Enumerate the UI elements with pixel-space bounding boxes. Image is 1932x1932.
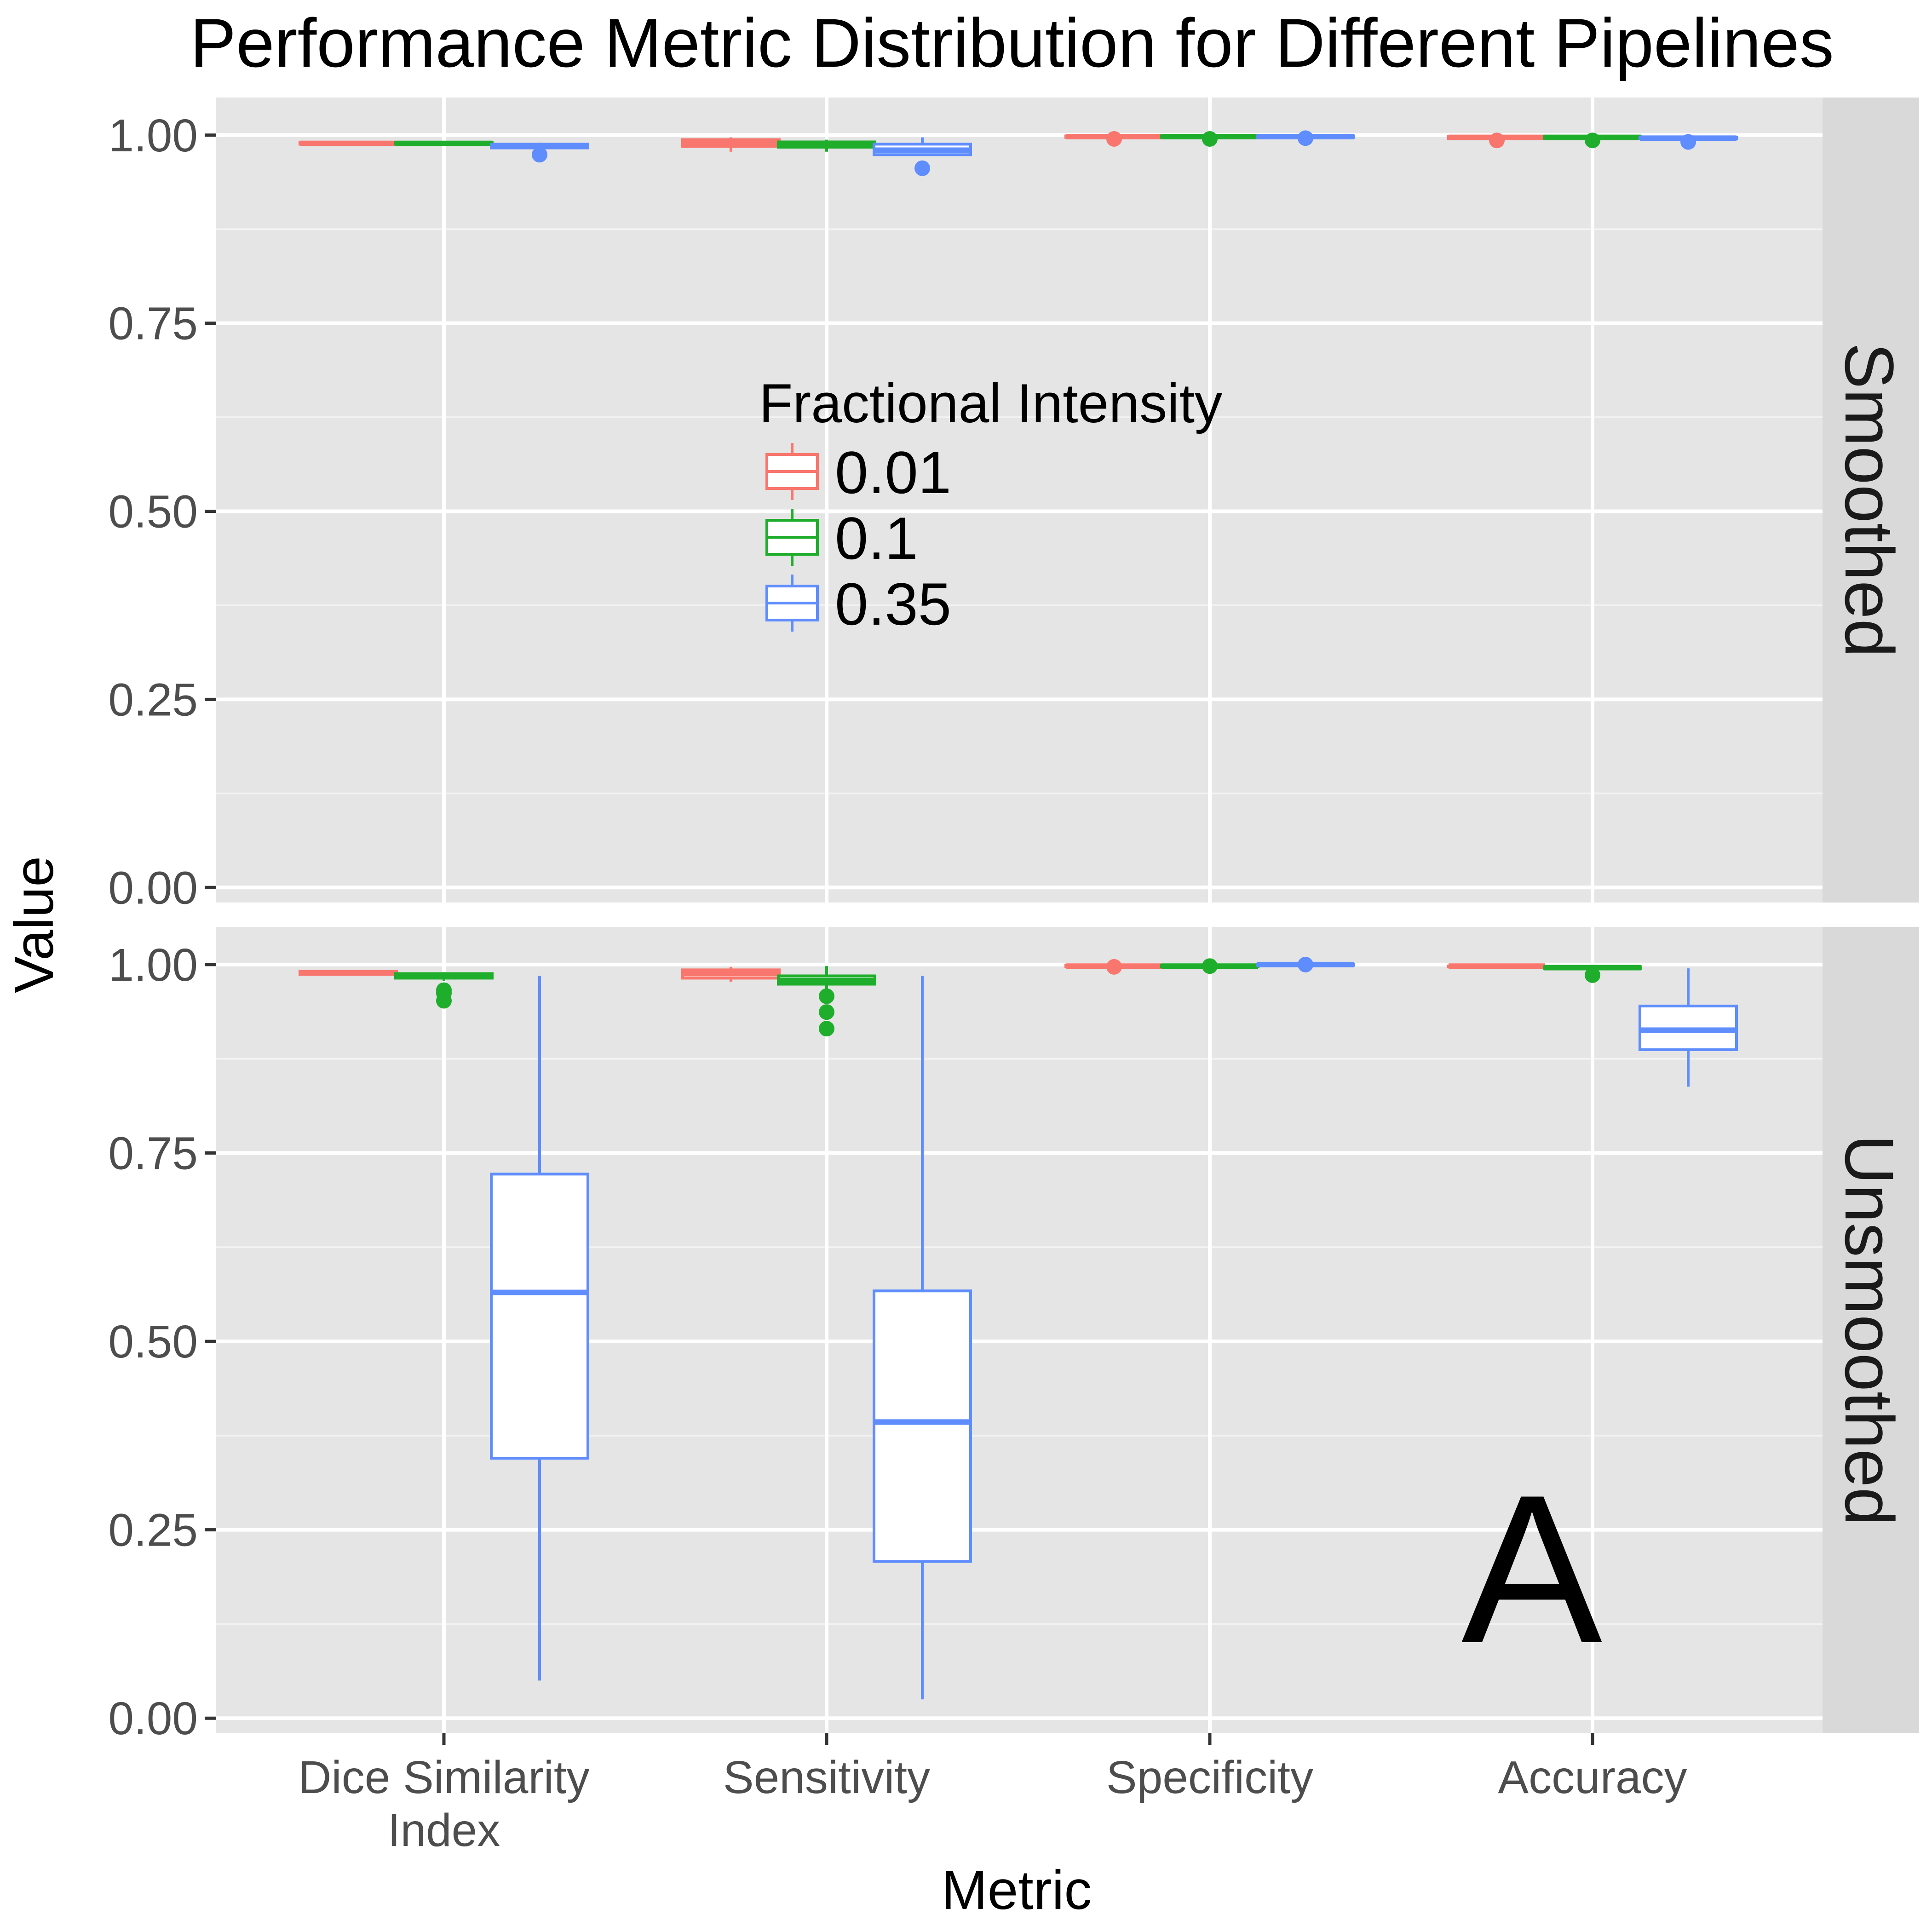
legend-entry-label: 0.35 [835, 570, 951, 638]
box-smoothed-0-0.35 [490, 143, 589, 163]
outlier-point [819, 988, 834, 1004]
box-unsmoothed-1-0.01 [681, 966, 781, 982]
y-tick-label: 0.00 [108, 1693, 198, 1744]
box-smoothed-2-0.35 [1256, 130, 1355, 146]
outlier-point [1106, 959, 1122, 975]
box-unsmoothed-0-0.35 [490, 976, 589, 1681]
box-unsmoothed-3-0.1 [1543, 965, 1642, 983]
outlier-point [1202, 958, 1218, 974]
panel-background [216, 927, 1823, 1733]
x-tick-label: Accuracy [1498, 1752, 1687, 1803]
outlier-point [819, 1021, 834, 1037]
panel-smoothed: 0.00 0.25 0.50 0.75 1.00 Smoothed [108, 98, 1919, 914]
box-smoothed-1-0.35 [873, 137, 972, 176]
chart-title: Performance Metric Distribution for Diff… [190, 4, 1834, 81]
box-unsmoothed-2-0.35 [1256, 956, 1355, 972]
box-iqr [490, 1173, 589, 1460]
outlier-point [436, 993, 452, 1009]
box-unsmoothed-3-0.35 [1639, 968, 1738, 1087]
x-tick-label: Dice Similarity [298, 1752, 589, 1803]
box-smoothed-3-0.35 [1639, 134, 1738, 150]
x-tick-label: Specificity [1106, 1752, 1313, 1803]
outlier-point [1489, 132, 1505, 149]
y-tick-label: 0.25 [108, 1505, 198, 1556]
outlier-point [1298, 956, 1313, 972]
box-unsmoothed-1-0.35 [873, 976, 972, 1700]
y-tick-label: 1.00 [108, 939, 198, 991]
y-axis-label: Value [3, 856, 65, 993]
legend-entry-0.01: 0.01 [765, 439, 951, 506]
outlier-point [914, 160, 930, 176]
y-tick-label: 0.75 [108, 298, 198, 350]
facet-strip [1823, 98, 1919, 903]
legend-title: Fractional Intensity [759, 373, 1222, 434]
facet-strip-label: Unsmoothed [1831, 1134, 1908, 1526]
y-tick-label: 0.50 [108, 486, 198, 538]
legend-entry-0.1: 0.1 [765, 505, 918, 572]
legend-entry-label: 0.1 [835, 505, 918, 572]
x-tick-label: Sensitivity [723, 1752, 930, 1803]
outlier-point [1585, 132, 1600, 149]
box-smoothed-1-0.1 [777, 139, 876, 152]
box-unsmoothed-0-0.01 [299, 970, 398, 976]
outlier-point [1106, 131, 1122, 147]
box-smoothed-0-0.01 [299, 140, 398, 146]
x-tick-label: Index [388, 1805, 500, 1856]
box-unsmoothed-3-0.01 [1447, 963, 1547, 969]
y-tick-label: 0.50 [108, 1316, 198, 1368]
y-tick-label: 1.00 [108, 110, 198, 161]
outlier-point [1585, 967, 1600, 983]
outlier-point [1202, 131, 1218, 147]
box-unsmoothed-1-0.1 [777, 966, 876, 1037]
legend-entry-label: 0.01 [835, 439, 951, 506]
outlier-point [532, 147, 547, 163]
legend-entry-0.35: 0.35 [765, 570, 951, 638]
outlier-point [1680, 134, 1696, 150]
panel-unsmoothed: 0.00 0.25 0.50 0.75 1.00 Unsmoothed [108, 927, 1919, 1744]
y-tick-label: 0.00 [108, 862, 198, 914]
panel-annotation: A [1461, 1451, 1604, 1687]
panel-background [216, 98, 1823, 903]
box-unsmoothed-0-0.1 [394, 972, 494, 1009]
outlier-point [1298, 130, 1313, 146]
y-tick-label: 0.75 [108, 1127, 198, 1179]
x-axis-label: Metric [942, 1859, 1092, 1921]
outlier-point [819, 1004, 834, 1020]
box-unsmoothed-2-0.1 [1160, 958, 1259, 974]
box-smoothed-0-0.1 [394, 140, 494, 146]
y-tick-label: 0.25 [108, 674, 198, 725]
facet-strip-label: Smoothed [1831, 343, 1908, 657]
box-iqr [873, 1289, 972, 1563]
facet-strip [1823, 927, 1919, 1733]
